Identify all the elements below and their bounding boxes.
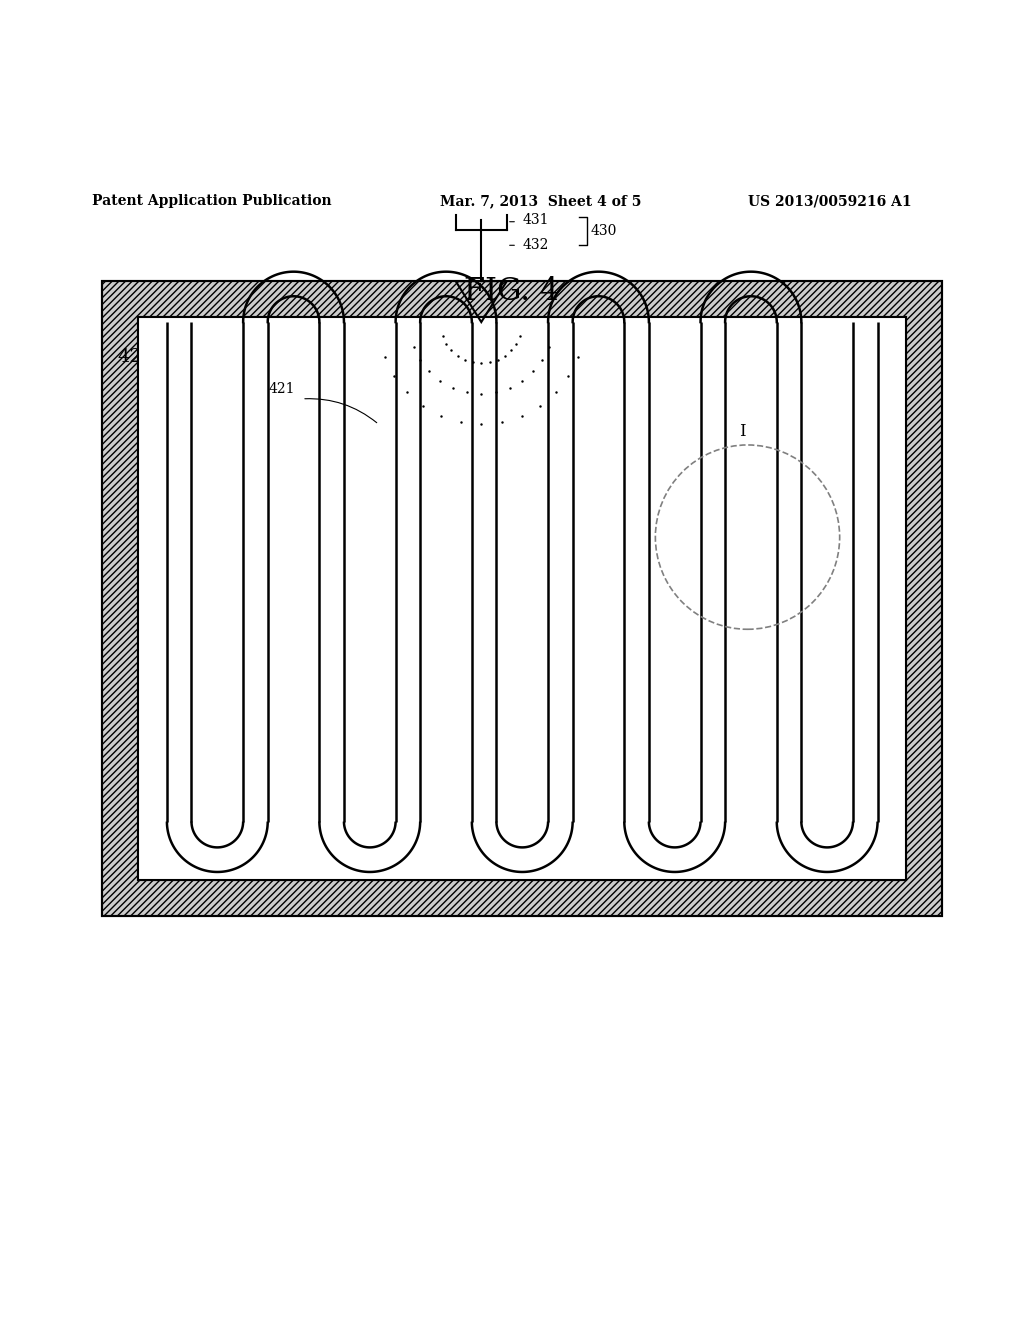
Text: 42: 42: [118, 347, 142, 366]
Text: 430: 430: [591, 224, 617, 238]
Text: 421: 421: [268, 381, 295, 396]
Text: 432: 432: [522, 239, 549, 252]
Bar: [102, 281, 942, 916]
Text: US 2013/0059216 A1: US 2013/0059216 A1: [748, 194, 911, 209]
Text: 431: 431: [522, 213, 549, 227]
Bar: [138, 317, 906, 880]
Bar: [102, 281, 942, 916]
Bar: [138, 317, 906, 880]
Text: I: I: [739, 422, 745, 440]
Text: Mar. 7, 2013  Sheet 4 of 5: Mar. 7, 2013 Sheet 4 of 5: [440, 194, 642, 209]
Text: Patent Application Publication: Patent Application Publication: [92, 194, 332, 209]
Text: FIG. 4: FIG. 4: [465, 276, 559, 308]
